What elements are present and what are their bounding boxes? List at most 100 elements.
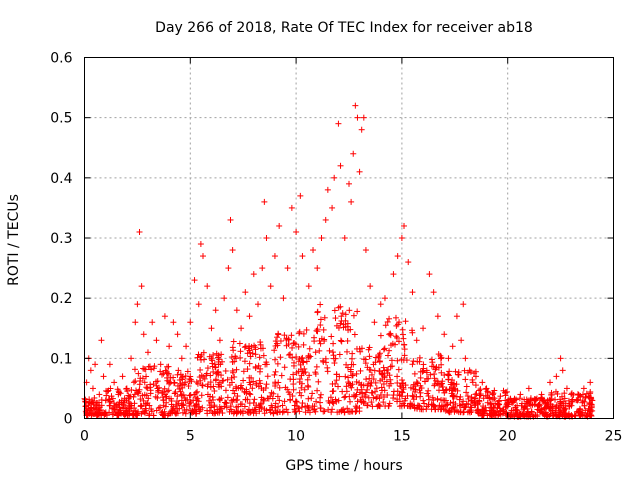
data-point (145, 395, 152, 402)
data-point (256, 377, 263, 384)
data-point (277, 338, 284, 345)
data-point (451, 403, 458, 410)
data-point (511, 397, 518, 404)
data-point (207, 372, 214, 379)
data-point (448, 405, 455, 412)
data-point (525, 398, 532, 405)
data-point (547, 379, 554, 386)
data-point (168, 397, 175, 404)
data-point (561, 395, 568, 402)
data-point (430, 289, 437, 296)
data-point (405, 259, 412, 266)
data-point (242, 289, 249, 296)
data-point (250, 378, 257, 385)
data-point (206, 402, 213, 409)
data-point (412, 383, 419, 390)
data-point (263, 381, 270, 388)
y-tick-label: 0.4 (50, 171, 72, 187)
data-point (243, 390, 250, 397)
data-point (162, 367, 169, 374)
data-point (199, 382, 206, 389)
data-point (219, 377, 226, 384)
data-point (285, 336, 292, 343)
data-point (210, 368, 217, 375)
data-point (284, 386, 291, 393)
data-point (287, 397, 294, 404)
data-point (317, 322, 324, 329)
data-point (187, 376, 194, 383)
data-point (131, 366, 138, 373)
data-point (380, 346, 387, 353)
data-point (407, 403, 414, 410)
data-point (416, 354, 423, 361)
data-point (267, 409, 274, 416)
data-point (314, 387, 321, 394)
data-point (284, 265, 291, 272)
data-point (157, 361, 164, 368)
data-point (364, 364, 371, 371)
data-point (272, 356, 279, 363)
data-point (496, 397, 503, 404)
data-point (381, 295, 388, 302)
data-point (252, 346, 259, 353)
data-point (456, 396, 463, 403)
data-point (330, 355, 337, 362)
data-point (557, 399, 564, 406)
data-point (430, 402, 437, 409)
data-point (401, 222, 408, 229)
data-point (157, 368, 164, 375)
data-point (342, 317, 349, 324)
data-point (94, 400, 101, 407)
data-point (89, 385, 96, 392)
data-point (171, 409, 178, 416)
data-point (539, 397, 546, 404)
data-point (82, 403, 89, 410)
data-point (204, 407, 211, 414)
data-point (576, 405, 583, 412)
data-point (100, 373, 107, 380)
data-point (225, 265, 232, 272)
data-point (541, 404, 548, 411)
data-point (425, 387, 432, 394)
data-point (231, 358, 238, 365)
data-point (140, 397, 147, 404)
data-point (296, 330, 303, 337)
data-point (259, 265, 266, 272)
data-point (119, 373, 126, 380)
data-point (577, 412, 584, 419)
data-point (341, 409, 348, 416)
data-point (413, 337, 420, 344)
data-point (276, 397, 283, 404)
data-point (290, 340, 297, 347)
data-point (417, 393, 424, 400)
data-point (353, 404, 360, 411)
data-point (324, 186, 331, 193)
data-point (251, 396, 258, 403)
data-point (290, 381, 297, 388)
data-point (207, 384, 214, 391)
data-point (561, 407, 568, 414)
data-point (161, 313, 168, 320)
data-point (299, 358, 306, 365)
data-point (382, 322, 389, 329)
data-point (517, 391, 524, 398)
data-point (166, 380, 173, 387)
data-point (345, 379, 352, 386)
data-point (116, 404, 123, 411)
data-point (287, 376, 294, 383)
data-point (227, 216, 234, 223)
data-point (215, 384, 222, 391)
data-point (197, 377, 204, 384)
data-point (199, 382, 206, 389)
data-point (115, 401, 122, 408)
data-point (171, 390, 178, 397)
x-tick-label: 5 (186, 429, 195, 445)
data-point (438, 354, 445, 361)
data-point (96, 391, 103, 398)
data-point (229, 367, 236, 374)
data-point (493, 409, 500, 416)
data-point (191, 391, 198, 398)
data-point (386, 331, 393, 338)
data-point (204, 365, 211, 372)
data-point (272, 368, 279, 375)
